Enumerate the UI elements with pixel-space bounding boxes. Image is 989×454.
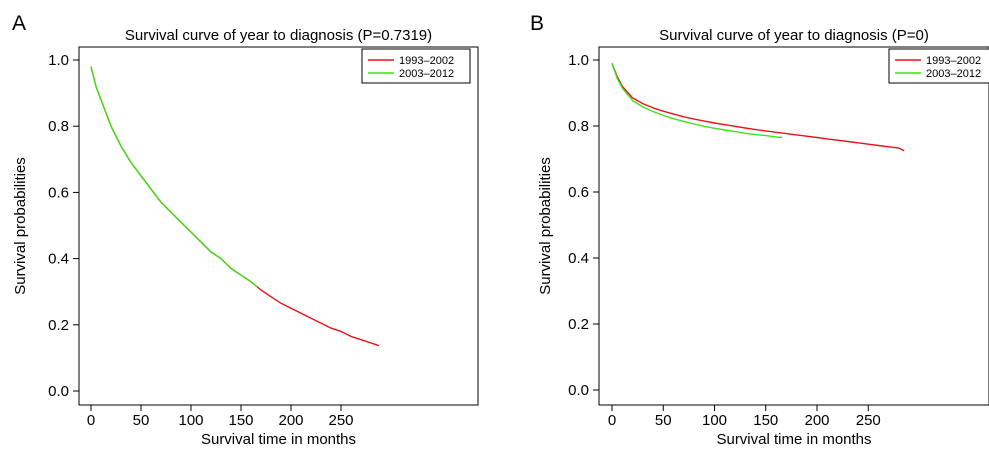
survival-chart-a: Survival curve of year to diagnosis (P=0… [12, 27, 479, 448]
y-tick-label: 1.0 [48, 52, 69, 69]
x-tick-label: 250 [328, 412, 353, 429]
legend-label: 1993–2002 [926, 55, 981, 67]
y-tick-label: 1.0 [568, 52, 589, 69]
plot-frame [598, 46, 989, 406]
survival-curve-series-1 [611, 63, 905, 152]
survival-curve-series-2 [611, 63, 783, 139]
x-tick-label: 50 [133, 412, 150, 429]
x-tick-label: 50 [655, 412, 672, 429]
x-tick-label: 0 [87, 412, 95, 429]
chart-title: Survival curve of year to diagnosis (P=0… [125, 27, 432, 44]
legend-box [888, 48, 989, 84]
x-tick-label: 150 [228, 412, 253, 429]
y-tick-label: 0.8 [568, 118, 589, 135]
y-tick-label: 0.6 [568, 184, 589, 201]
survival-curve-series-1 [90, 66, 380, 347]
y-tick-label: 0.2 [568, 316, 589, 333]
x-tick-label: 250 [856, 412, 881, 429]
legend-box [361, 48, 471, 84]
y-axis-label: Survival probabilities [12, 157, 29, 295]
chart-title: Survival curve of year to diagnosis (P=0… [659, 27, 929, 44]
x-tick-label: 100 [702, 412, 727, 429]
x-tick-label: 200 [804, 412, 829, 429]
y-tick-label: 0.4 [48, 251, 69, 268]
y-tick-label: 0.0 [568, 382, 589, 399]
x-tick-label: 150 [753, 412, 778, 429]
panel-b-label: B [530, 12, 545, 35]
y-tick-label: 0.4 [568, 250, 589, 267]
panel-a-label: A [12, 12, 27, 35]
y-tick-label: 0.0 [48, 383, 69, 400]
x-tick-label: 100 [178, 412, 203, 429]
survival-chart-b: Survival curve of year to diagnosis (P=0… [537, 27, 989, 448]
plot-frame [78, 46, 479, 406]
y-tick-label: 0.2 [48, 317, 69, 334]
x-tick-label: 200 [278, 412, 303, 429]
x-tick-label: 0 [608, 412, 616, 429]
y-tick-label: 0.6 [48, 184, 69, 201]
legend-label: 2003–2012 [926, 68, 981, 80]
survival-curve-series-2 [90, 66, 258, 288]
y-axis-label: Survival probabilities [537, 157, 554, 295]
legend-label: 2003–2012 [399, 68, 454, 80]
y-tick-label: 0.8 [48, 118, 69, 135]
legend-label: 1993–2002 [399, 55, 454, 67]
x-axis-label: Survival time in months [716, 431, 871, 448]
x-axis-label: Survival time in months [201, 431, 356, 448]
